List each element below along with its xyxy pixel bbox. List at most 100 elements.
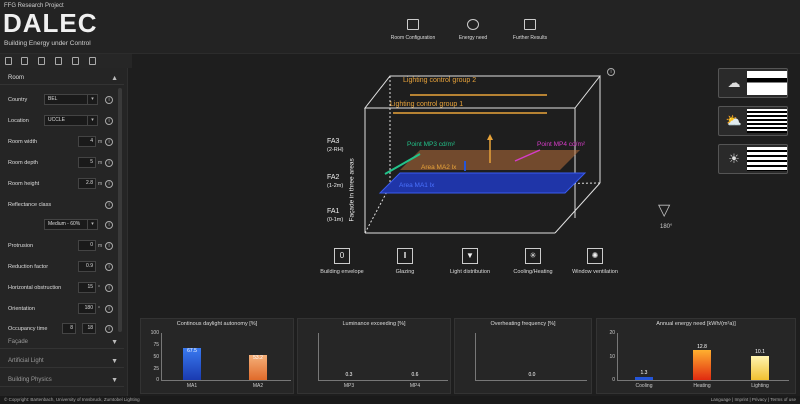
sky-toggle-partly[interactable]: ⛅ bbox=[718, 106, 788, 136]
room-width-input[interactable]: 4 bbox=[78, 136, 96, 147]
daylight-chart-panel: Continous daylight autonomy [%] 100 75 5… bbox=[140, 318, 294, 394]
x-label: MP3 bbox=[343, 383, 355, 389]
unit-label: ° bbox=[98, 285, 100, 291]
unit-label: m bbox=[98, 181, 103, 187]
view-angle-icon[interactable]: ▽ bbox=[658, 202, 671, 219]
x-label: MA1 bbox=[186, 383, 198, 389]
open-icon[interactable] bbox=[89, 57, 96, 65]
reflectance-row: Reflectance class i bbox=[8, 199, 120, 211]
tick-label: 25 bbox=[153, 366, 159, 372]
chart-baseline bbox=[475, 380, 587, 381]
section-physics-header[interactable]: Building Physics ▼ bbox=[0, 374, 124, 387]
protrusion-input[interactable]: 0 bbox=[78, 240, 96, 251]
occupancy-row: Occupancy time 8 18 i bbox=[8, 323, 120, 335]
occupancy-to-input[interactable]: 18 bbox=[82, 323, 96, 334]
room-3d-view[interactable]: Lighting control group 2 Lighting contro… bbox=[325, 68, 625, 243]
new-file-icon[interactable] bbox=[5, 57, 12, 65]
bar-heating bbox=[693, 350, 711, 380]
country-select[interactable]: BEL ▾ bbox=[44, 94, 98, 105]
copy-icon[interactable] bbox=[21, 57, 28, 65]
bar-value: 1.3 bbox=[640, 370, 648, 376]
horizontal-row: Horizontal obstruction 15 ° i bbox=[8, 282, 120, 294]
info-icon[interactable]: i bbox=[105, 221, 113, 229]
glazing-button[interactable]: ‖ Glazing bbox=[375, 248, 435, 284]
chart-title: Annual energy need [kWh/(m²a)] bbox=[656, 321, 736, 327]
nav-energy-need[interactable]: Energy need bbox=[443, 19, 503, 49]
chevron-down-icon: ▾ bbox=[87, 116, 97, 125]
room-height-input[interactable]: 2.8 bbox=[78, 178, 96, 189]
info-icon[interactable]: i bbox=[607, 68, 615, 76]
info-icon[interactable]: i bbox=[105, 305, 113, 313]
sun-icon: ☀ bbox=[728, 151, 740, 166]
info-icon[interactable]: i bbox=[105, 242, 113, 250]
section-facade-header[interactable]: Façade ▼ bbox=[0, 336, 124, 349]
save-icon[interactable] bbox=[72, 57, 79, 65]
chart-axis bbox=[318, 333, 319, 380]
blind-pattern bbox=[747, 147, 787, 171]
nav-further-results[interactable]: Further Results bbox=[500, 19, 560, 49]
info-icon[interactable]: i bbox=[105, 180, 113, 188]
fa1-title: FA1 bbox=[327, 208, 340, 215]
x-label: Lighting bbox=[751, 383, 769, 389]
info-icon[interactable]: i bbox=[105, 117, 113, 125]
bar-value: 0.3 bbox=[345, 372, 353, 378]
info-icon[interactable]: i bbox=[105, 96, 113, 104]
fa2-sub: (1-2m) bbox=[327, 183, 344, 189]
footer-links[interactable]: Language | Imprint | Privacy | Terms of … bbox=[710, 397, 796, 402]
tick-label: 0 bbox=[612, 377, 615, 383]
tick-label: 50 bbox=[153, 354, 159, 360]
bar-value: 12.8 bbox=[697, 344, 707, 350]
control-label: Glazing bbox=[395, 269, 415, 275]
partly-sunny-icon: ⛅ bbox=[725, 113, 743, 128]
room-depth-input[interactable]: 5 bbox=[78, 157, 96, 168]
chart-title: Overheating frequency [%] bbox=[490, 321, 556, 327]
share-icon[interactable] bbox=[38, 57, 45, 65]
orientation-label: Orientation bbox=[8, 306, 35, 312]
location-value: UCCLE bbox=[48, 117, 65, 123]
info-icon[interactable]: i bbox=[105, 263, 113, 271]
chart-baseline bbox=[318, 380, 448, 381]
tick-label: 0 bbox=[156, 377, 159, 383]
chevron-up-icon: ▲ bbox=[111, 75, 118, 82]
section-light-header[interactable]: Artificial Light ▼ bbox=[0, 355, 124, 368]
view-angle-label: 180° bbox=[660, 224, 673, 230]
info-icon[interactable]: i bbox=[105, 159, 113, 167]
country-label: Country bbox=[8, 97, 28, 103]
sidebar-scrollbar[interactable] bbox=[118, 88, 122, 332]
occupancy-from-input[interactable]: 8 bbox=[62, 323, 76, 334]
print-icon[interactable] bbox=[55, 57, 62, 65]
results-icon bbox=[524, 19, 536, 30]
reflectance-select[interactable]: Medium - 60% ▾ bbox=[44, 219, 98, 230]
info-icon[interactable]: i bbox=[105, 138, 113, 146]
room-icon bbox=[407, 19, 419, 30]
reflectance-label: Reflectance class bbox=[8, 202, 52, 208]
glazing-icon: ‖ bbox=[397, 248, 413, 264]
reduction-input[interactable]: 0.9 bbox=[78, 261, 96, 272]
cooling-icon: ✳ bbox=[525, 248, 541, 264]
bar-value: 0.0 bbox=[528, 372, 536, 378]
window-ventilation-button[interactable]: ✺ Window ventilation bbox=[565, 248, 625, 284]
x-label: Heating bbox=[693, 383, 711, 389]
section-room-header[interactable]: Room ▲ bbox=[0, 72, 124, 85]
chevron-down-icon: ▼ bbox=[111, 339, 118, 346]
building-envelope-button[interactable]: 0 Building envelope bbox=[312, 248, 372, 284]
header: FFG Research Project DALEC Building Ener… bbox=[0, 0, 800, 54]
sky-toggle-sunny[interactable]: ☀ bbox=[718, 144, 788, 174]
location-select[interactable]: UCCLE ▾ bbox=[44, 115, 98, 126]
reflectance-value: Medium - 60% bbox=[48, 221, 81, 227]
info-icon[interactable]: i bbox=[105, 201, 113, 209]
energy-chart-panel: Annual energy need [kWh/(m²a)] 20 10 0 1… bbox=[596, 318, 796, 394]
info-icon[interactable]: i bbox=[105, 325, 113, 333]
info-icon[interactable]: i bbox=[105, 284, 113, 292]
orientation-input[interactable]: 180 bbox=[78, 303, 96, 314]
light-distribution-button[interactable]: ▼ Light distribution bbox=[440, 248, 500, 284]
nav-room-configuration[interactable]: Room Configuration bbox=[383, 19, 443, 49]
section-room-label: Room bbox=[8, 75, 25, 81]
mp4-label: Point MP4 cd/m² bbox=[537, 141, 586, 148]
cooling-heating-button[interactable]: ✳ Cooling/Heating bbox=[503, 248, 563, 284]
sky-toggle-cloudy[interactable]: ☁ bbox=[718, 68, 788, 98]
chart-axis bbox=[617, 333, 618, 380]
horizontal-input[interactable]: 15 bbox=[78, 282, 96, 293]
toolbar bbox=[0, 54, 132, 68]
sidebar: Room ▲ Country BEL ▾ i Location UCCLE ▾ … bbox=[0, 68, 128, 396]
